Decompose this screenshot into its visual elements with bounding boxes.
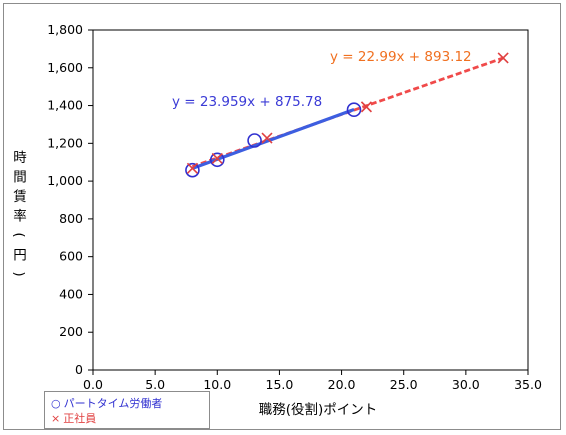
x-tick-label: 5.0 xyxy=(145,377,165,392)
x-axis-title: 職務(役割)ポイント xyxy=(259,401,378,418)
y-tick-label: 1,200 xyxy=(47,135,83,150)
y-tick-label: 400 xyxy=(59,286,83,301)
legend: ○ パートタイム労働者 × 正社員 xyxy=(44,391,210,429)
x-tick-label: 25.0 xyxy=(390,377,418,392)
x-tick-label: 10.0 xyxy=(203,377,231,392)
legend-item-regular: × 正社員 xyxy=(51,411,203,426)
x-marker-stroke xyxy=(497,52,509,64)
plot-area xyxy=(92,29,529,371)
data-point-part-time xyxy=(185,162,200,178)
circle-marker-icon: ○ xyxy=(51,397,61,410)
data-point-part-time xyxy=(346,102,362,118)
x-marker-stroke xyxy=(360,101,372,113)
data-point-part-time xyxy=(209,152,225,168)
legend-item-part-time: ○ パートタイム労働者 xyxy=(51,396,203,411)
data-point-regular xyxy=(497,52,509,64)
y-tick-label: 200 xyxy=(59,324,83,339)
y-tick-label: 600 xyxy=(59,249,83,264)
y-axis-title-char: 時 xyxy=(13,150,27,166)
x-marker-stroke xyxy=(211,152,223,165)
data-point-part-time xyxy=(247,133,262,148)
x-marker-icon: × xyxy=(51,412,61,425)
y-tick-label: 800 xyxy=(59,211,83,226)
data-point-regular xyxy=(186,162,198,174)
y-tick-label: 1,000 xyxy=(47,173,83,188)
trendline-part-time xyxy=(191,108,355,170)
data-point-regular xyxy=(360,101,372,113)
legend-label-regular: 正社員 xyxy=(63,412,97,425)
x-tick-label: 0.0 xyxy=(83,377,103,392)
y-tick-label: 1,600 xyxy=(47,60,83,75)
y-axis-title-char: 間 xyxy=(13,170,27,186)
x-tick-label: 30.0 xyxy=(452,377,480,392)
y-tick-label: 0 xyxy=(75,362,83,377)
x-tick-label: 20.0 xyxy=(328,377,356,392)
y-axis-title-char: ) xyxy=(11,271,27,276)
data-point-regular xyxy=(211,152,223,165)
y-tick-label: 1,400 xyxy=(47,98,83,113)
trendline-equation-regular: y = 22.99x + 893.12 xyxy=(330,49,472,65)
trendline-equation-part-time: y = 23.959x + 875.78 xyxy=(172,94,322,110)
y-axis-title-char: ( xyxy=(11,232,27,237)
x-marker-stroke xyxy=(261,132,273,144)
x-tick-label: 15.0 xyxy=(266,377,294,392)
x-marker-stroke xyxy=(186,162,198,174)
y-axis-title-char: 賃 xyxy=(13,189,27,205)
legend-label-part-time: パートタイム労働者 xyxy=(63,397,163,410)
y-tick-label: 1,800 xyxy=(47,22,83,37)
x-tick-label: 35.0 xyxy=(514,377,542,392)
y-axis-title-char: 円 xyxy=(13,248,27,264)
data-point-regular xyxy=(261,132,273,144)
y-axis-title-char: 率 xyxy=(13,208,27,225)
